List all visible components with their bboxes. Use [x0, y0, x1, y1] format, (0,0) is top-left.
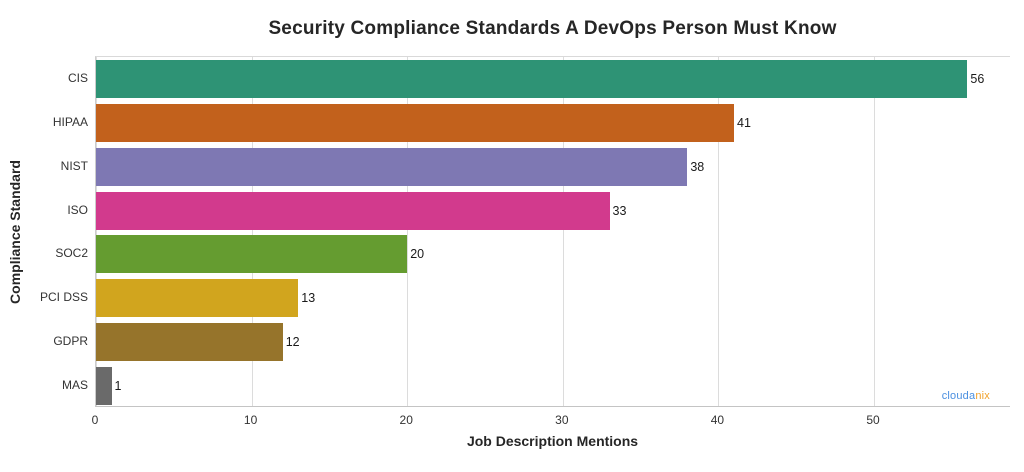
y-tick-mas: MAS: [61, 378, 88, 393]
x-axis-label: Job Description Mentions: [466, 433, 639, 449]
x-tick-0: 0: [91, 413, 99, 427]
x-tick-20: 20: [399, 413, 413, 427]
gridline-x-0: [96, 57, 97, 406]
y-tick-pci-dss: PCI DSS: [39, 290, 88, 305]
y-tick-nist: NIST: [60, 158, 88, 173]
watermark-nix: nix: [975, 390, 990, 402]
watermark-cloudanix: cloudanix: [942, 390, 990, 402]
bar-nist: [96, 147, 688, 186]
bar-gdpr: [96, 323, 283, 362]
x-tick-40: 40: [710, 413, 725, 427]
chart-title: Security Compliance Standards A DevOps P…: [268, 18, 837, 39]
y-axis-label: Compliance Standard: [7, 159, 24, 304]
gridline-x-40: [718, 57, 720, 406]
bar-mas: [96, 367, 112, 406]
gridline-x-20: [407, 57, 409, 406]
value-label-cis: 56: [970, 71, 985, 86]
gridline-x-50: [874, 57, 876, 406]
y-tick-soc2: SOC2: [55, 246, 88, 261]
plot-area: 56 41 38 33 20 13 12 1 cloudanix: [95, 56, 1010, 407]
value-label-nist: 38: [690, 159, 705, 174]
value-label-gdpr: 12: [285, 335, 300, 350]
bar-hipaa: [96, 103, 734, 142]
y-tick-iso: ISO: [67, 202, 88, 217]
watermark-clouda: clouda: [941, 390, 976, 402]
value-label-pci-dss: 13: [301, 291, 316, 306]
value-label-iso: 33: [612, 203, 627, 218]
y-tick-gdpr: GDPR: [53, 334, 88, 349]
bar-soc2: [96, 235, 408, 274]
bar-iso: [96, 191, 610, 230]
value-label-hipaa: 41: [737, 115, 751, 130]
value-label-soc2: 20: [410, 247, 425, 262]
value-label-mas: 1: [114, 379, 122, 394]
x-tick-50: 50: [866, 413, 880, 427]
y-tick-hipaa: HIPAA: [52, 114, 88, 129]
bar-pci-dss: [96, 279, 299, 318]
x-tick-30: 30: [555, 413, 569, 427]
y-tick-cis: CIS: [67, 70, 88, 85]
bar-cis: [96, 59, 968, 98]
y-axis-label-container: Compliance Standard: [0, 56, 30, 407]
gridline-x-30: [562, 57, 564, 406]
x-tick-10: 10: [243, 413, 258, 427]
gridline-x-10: [251, 57, 253, 406]
